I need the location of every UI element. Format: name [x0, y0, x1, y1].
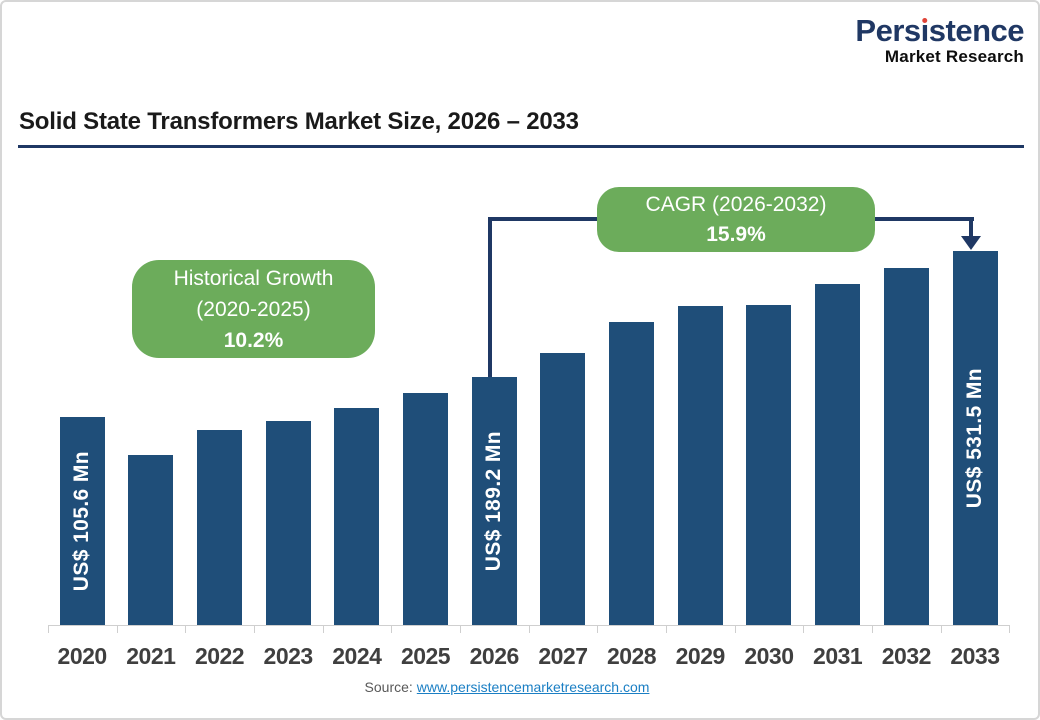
x-axis-label-2029: 2029	[675, 643, 726, 669]
bar-2027	[540, 353, 586, 625]
bar-2026: US$ 189.2 Mn	[471, 377, 517, 625]
chart-title: Solid State Transformers Market Size, 20…	[19, 108, 579, 135]
bar-value-label-2020: US$ 105.6 Mn	[70, 450, 94, 592]
bar-2024	[334, 408, 380, 625]
bar-2022	[197, 430, 242, 625]
bar-2030	[746, 305, 792, 625]
bar-2031	[815, 284, 861, 625]
axis-tick	[116, 625, 118, 633]
cagr-callout: CAGR (2026-2032) 15.9%	[597, 187, 875, 252]
historical-growth-callout: Historical Growth (2020-2025) 10.2%	[132, 260, 375, 358]
axis-tick	[665, 625, 667, 633]
bar-2032	[883, 268, 929, 625]
x-axis-label-2022: 2022	[194, 643, 245, 669]
title-underline	[18, 145, 1024, 148]
cagr-bracket-end-line	[969, 221, 973, 237]
historical-growth-period: (2020-2025)	[196, 297, 311, 321]
axis-tick	[734, 625, 736, 633]
bar-2021	[128, 455, 174, 625]
bar-value-label-2033: US$ 531.5 Mn	[963, 367, 986, 509]
bar-2023	[265, 421, 311, 625]
logo-wordmark: Persıstence	[855, 15, 1024, 46]
bar-2029	[677, 306, 723, 625]
axis-tick	[322, 625, 324, 633]
cagr-bracket-start-line	[488, 217, 492, 377]
logo-text-pre: Pers	[855, 13, 921, 48]
axis-tick	[253, 625, 255, 633]
bar-2028	[609, 322, 655, 625]
down-arrow-icon	[961, 236, 981, 250]
x-axis-label-2026: 2026	[469, 643, 520, 669]
bar-2020: US$ 105.6 Mn	[59, 417, 105, 625]
source-link[interactable]: www.persistencemarketresearch.com	[416, 679, 650, 695]
axis-tick	[391, 625, 393, 633]
historical-growth-label: Historical Growth	[173, 266, 334, 290]
axis-tick	[185, 625, 187, 633]
x-axis-label-2025: 2025	[400, 643, 451, 669]
pmr-logo: Persıstence Market Research	[855, 15, 1024, 65]
source-line: Source: www.persistencemarketresearch.com	[2, 679, 1012, 695]
x-axis-label-2032: 2032	[881, 643, 932, 669]
axis-tick	[528, 625, 530, 633]
x-axis-label-2031: 2031	[813, 643, 863, 669]
source-prefix: Source:	[364, 679, 413, 695]
axis-tick	[872, 625, 873, 633]
bar-2033: US$ 531.5 Mn	[952, 251, 998, 625]
x-axis-label-2021: 2021	[126, 643, 176, 669]
axis-tick	[1009, 625, 1011, 633]
cagr-value: 15.9%	[706, 222, 766, 246]
historical-growth-value: 10.2%	[223, 328, 284, 352]
axis-tick	[459, 625, 461, 633]
axis-tick	[47, 625, 49, 633]
x-axis-label-2020: 2020	[57, 643, 108, 669]
axis-tick	[597, 625, 599, 633]
x-axis-label-2033: 2033	[950, 643, 1000, 669]
logo-subtitle: Market Research	[884, 47, 1024, 66]
logo-red-dot-i: ı	[920, 13, 930, 48]
logo-text-post: stence	[928, 13, 1025, 48]
x-axis-line	[47, 625, 1010, 626]
x-axis-label-2027: 2027	[538, 643, 588, 669]
cagr-label: CAGR (2026-2032)	[645, 192, 827, 216]
x-axis-label-2024: 2024	[332, 643, 382, 669]
x-axis-label-2030: 2030	[744, 643, 794, 669]
x-axis-label-2023: 2023	[263, 643, 314, 669]
axis-tick	[803, 625, 805, 633]
bar-value-label-2026: US$ 189.2 Mn	[482, 430, 506, 572]
axis-tick	[940, 625, 942, 633]
bar-2025	[403, 393, 448, 625]
x-axis-label-2028: 2028	[606, 643, 657, 669]
